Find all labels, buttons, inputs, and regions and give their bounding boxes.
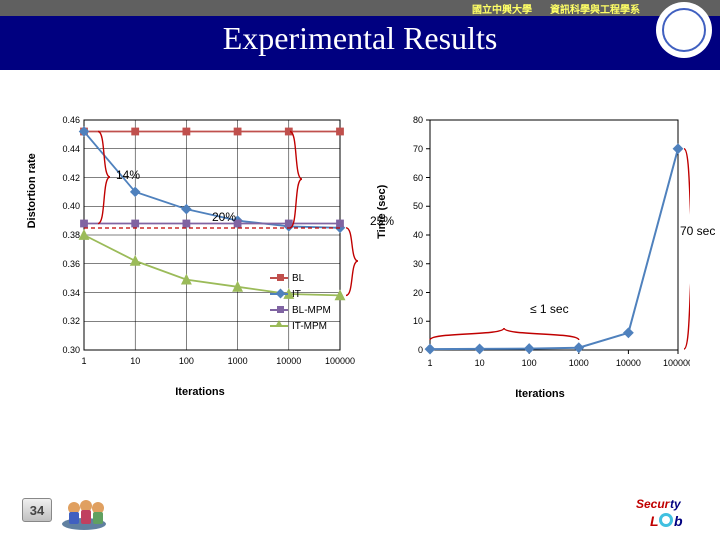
svg-text:30: 30	[413, 259, 423, 269]
svg-text:1000: 1000	[569, 358, 589, 368]
topbar: 國立中興大學 資訊科學與工程學系	[0, 0, 720, 16]
svg-text:L: L	[650, 513, 659, 529]
svg-text:1: 1	[427, 358, 432, 368]
annot-1sec: ≤ 1 sec	[530, 302, 569, 316]
svg-text:100000: 100000	[663, 358, 690, 368]
svg-text:ty: ty	[670, 497, 682, 511]
distortion-rate-chart: 0.30 0.32 0.34 0.36 0.38 0.40 0.42 0.44 …	[40, 110, 360, 410]
svg-text:10000: 10000	[616, 358, 641, 368]
annot-14pct: 14%	[116, 168, 140, 182]
svg-text:0.32: 0.32	[62, 316, 80, 326]
slide-header: 國立中興大學 資訊科學與工程學系 Experimental Results	[0, 0, 720, 70]
people-icon	[60, 496, 108, 530]
right-xlabel: Iterations	[515, 388, 565, 400]
right-ylabel: Time (sec)	[376, 185, 388, 239]
time-chart: 0 10 20 30 40 50 60 70 80 1 10 100 1000 …	[390, 110, 690, 410]
svg-text:0.38: 0.38	[62, 230, 80, 240]
svg-text:100: 100	[522, 358, 537, 368]
svg-text:10: 10	[130, 356, 140, 366]
svg-text:10: 10	[475, 358, 485, 368]
svg-text:60: 60	[413, 173, 423, 183]
annot-20pct: 20%	[212, 210, 236, 224]
chart-legend: BL IT BL-MPM IT-MPM	[270, 270, 331, 334]
svg-text:b: b	[674, 513, 683, 529]
right-chart-svg: 0 10 20 30 40 50 60 70 80 1 10 100 1000 …	[390, 110, 690, 410]
legend-item-blmpm: BL-MPM	[270, 302, 331, 318]
left-chart-svg: 0.30 0.32 0.34 0.36 0.38 0.40 0.42 0.44 …	[40, 110, 360, 410]
svg-text:Secur: Secur	[636, 497, 671, 511]
left-ylabel: Distortion rate	[26, 153, 38, 228]
svg-text:0.36: 0.36	[62, 259, 80, 269]
svg-text:0.42: 0.42	[62, 173, 80, 183]
left-xlabel: Iterations	[175, 386, 225, 398]
page-title: Experimental Results	[0, 20, 720, 57]
svg-text:0.30: 0.30	[62, 345, 80, 355]
annot-70sec: 70 sec	[680, 224, 715, 238]
svg-text:1: 1	[81, 356, 86, 366]
svg-text:0: 0	[418, 345, 423, 355]
svg-text:0.46: 0.46	[62, 115, 80, 125]
svg-text:20: 20	[413, 288, 423, 298]
legend-item-bl: BL	[270, 270, 331, 286]
svg-text:50: 50	[413, 201, 423, 211]
svg-text:100000: 100000	[325, 356, 355, 366]
svg-text:0.44: 0.44	[62, 144, 80, 154]
page-number-badge: 34	[22, 498, 52, 522]
security-lab-logo-icon: Secur ty L b	[632, 492, 692, 532]
legend-item-it: IT	[270, 286, 331, 302]
legend-item-itmpm: IT-MPM	[270, 318, 331, 334]
svg-text:40: 40	[413, 230, 423, 240]
topbar-text-right: 資訊科學與工程學系	[550, 1, 640, 16]
charts-container: 0.30 0.32 0.34 0.36 0.38 0.40 0.42 0.44 …	[40, 110, 680, 420]
svg-text:70: 70	[413, 144, 423, 154]
svg-text:10000: 10000	[276, 356, 301, 366]
topbar-text-left: 國立中興大學	[472, 1, 532, 16]
svg-text:10: 10	[413, 316, 423, 326]
svg-text:80: 80	[413, 115, 423, 125]
svg-text:1000: 1000	[228, 356, 248, 366]
page-number: 34	[30, 503, 44, 518]
svg-text:100: 100	[179, 356, 194, 366]
university-logo-icon	[656, 2, 712, 58]
svg-text:0.40: 0.40	[62, 201, 80, 211]
svg-text:0.34: 0.34	[62, 288, 80, 298]
